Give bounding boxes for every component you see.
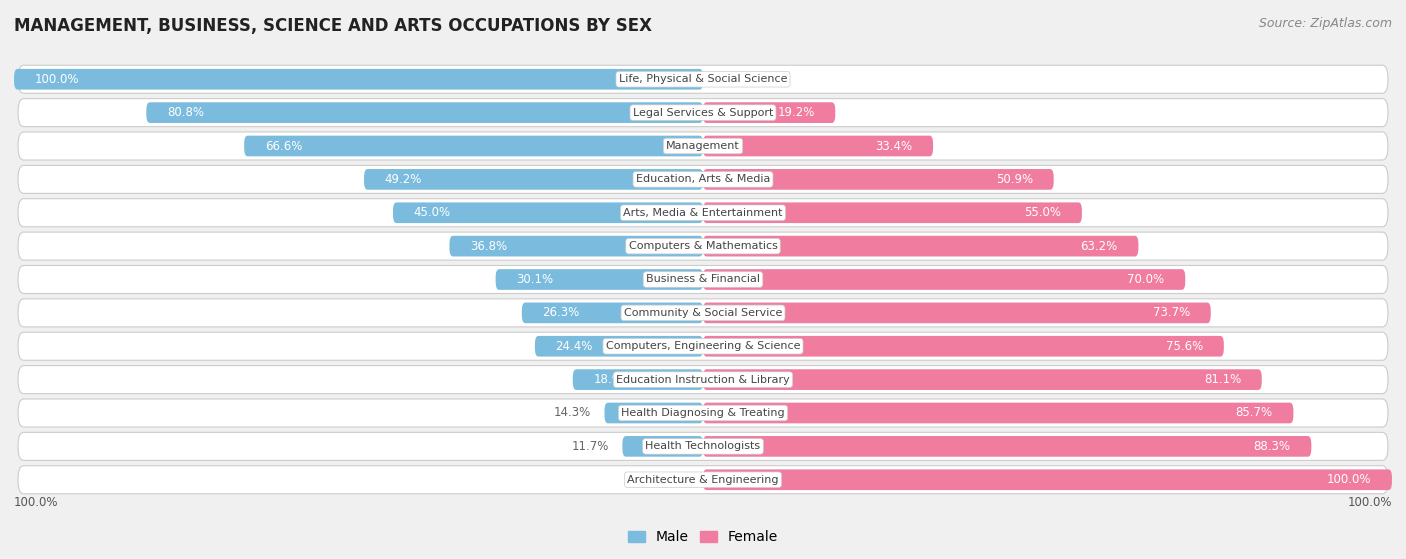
Text: 85.7%: 85.7% [1236, 406, 1272, 419]
FancyBboxPatch shape [245, 136, 703, 157]
Text: 55.0%: 55.0% [1024, 206, 1062, 219]
Text: 66.6%: 66.6% [264, 140, 302, 153]
Text: 50.9%: 50.9% [995, 173, 1033, 186]
Legend: Male, Female: Male, Female [623, 525, 783, 550]
Text: 0.0%: 0.0% [659, 473, 689, 486]
FancyBboxPatch shape [703, 136, 934, 157]
FancyBboxPatch shape [496, 269, 703, 290]
FancyBboxPatch shape [18, 199, 1388, 227]
Text: 88.3%: 88.3% [1254, 440, 1291, 453]
Text: 100.0%: 100.0% [14, 496, 59, 509]
FancyBboxPatch shape [146, 102, 703, 123]
FancyBboxPatch shape [534, 336, 703, 357]
FancyBboxPatch shape [703, 269, 1185, 290]
FancyBboxPatch shape [364, 169, 703, 190]
FancyBboxPatch shape [605, 402, 703, 423]
FancyBboxPatch shape [18, 299, 1388, 327]
Text: Education, Arts & Media: Education, Arts & Media [636, 174, 770, 184]
Text: Health Technologists: Health Technologists [645, 442, 761, 451]
Text: Computers, Engineering & Science: Computers, Engineering & Science [606, 341, 800, 351]
Text: 24.4%: 24.4% [555, 340, 593, 353]
FancyBboxPatch shape [14, 69, 703, 89]
Text: 70.0%: 70.0% [1128, 273, 1164, 286]
Text: Health Diagnosing & Treating: Health Diagnosing & Treating [621, 408, 785, 418]
Text: Arts, Media & Entertainment: Arts, Media & Entertainment [623, 208, 783, 218]
FancyBboxPatch shape [18, 466, 1388, 494]
Text: Computers & Mathematics: Computers & Mathematics [628, 241, 778, 251]
FancyBboxPatch shape [18, 98, 1388, 127]
Text: 81.1%: 81.1% [1204, 373, 1241, 386]
Text: 19.2%: 19.2% [778, 106, 814, 119]
Text: 0.0%: 0.0% [717, 73, 747, 86]
Text: 63.2%: 63.2% [1080, 240, 1118, 253]
Text: Business & Financial: Business & Financial [645, 274, 761, 285]
FancyBboxPatch shape [623, 436, 703, 457]
Text: MANAGEMENT, BUSINESS, SCIENCE AND ARTS OCCUPATIONS BY SEX: MANAGEMENT, BUSINESS, SCIENCE AND ARTS O… [14, 17, 652, 35]
FancyBboxPatch shape [18, 332, 1388, 360]
Text: 45.0%: 45.0% [413, 206, 451, 219]
Text: 49.2%: 49.2% [385, 173, 422, 186]
Text: Source: ZipAtlas.com: Source: ZipAtlas.com [1258, 17, 1392, 30]
Text: 11.7%: 11.7% [571, 440, 609, 453]
Text: 75.6%: 75.6% [1166, 340, 1204, 353]
FancyBboxPatch shape [18, 366, 1388, 394]
FancyBboxPatch shape [18, 399, 1388, 427]
FancyBboxPatch shape [18, 65, 1388, 93]
Text: 80.8%: 80.8% [167, 106, 204, 119]
FancyBboxPatch shape [703, 402, 1294, 423]
FancyBboxPatch shape [18, 165, 1388, 193]
FancyBboxPatch shape [450, 236, 703, 257]
Text: 30.1%: 30.1% [516, 273, 554, 286]
FancyBboxPatch shape [703, 369, 1261, 390]
Text: 26.3%: 26.3% [543, 306, 579, 319]
FancyBboxPatch shape [703, 236, 1139, 257]
Text: 100.0%: 100.0% [35, 73, 79, 86]
Text: 73.7%: 73.7% [1153, 306, 1189, 319]
FancyBboxPatch shape [703, 202, 1083, 223]
FancyBboxPatch shape [18, 132, 1388, 160]
FancyBboxPatch shape [18, 432, 1388, 461]
FancyBboxPatch shape [703, 436, 1312, 457]
Text: Architecture & Engineering: Architecture & Engineering [627, 475, 779, 485]
Text: 33.4%: 33.4% [876, 140, 912, 153]
Text: 14.3%: 14.3% [554, 406, 591, 419]
Text: 100.0%: 100.0% [1347, 496, 1392, 509]
Text: Education Instruction & Library: Education Instruction & Library [616, 375, 790, 385]
FancyBboxPatch shape [703, 336, 1223, 357]
FancyBboxPatch shape [703, 470, 1392, 490]
FancyBboxPatch shape [703, 169, 1053, 190]
FancyBboxPatch shape [522, 302, 703, 323]
Text: 18.9%: 18.9% [593, 373, 631, 386]
Text: Community & Social Service: Community & Social Service [624, 308, 782, 318]
FancyBboxPatch shape [703, 102, 835, 123]
Text: Legal Services & Support: Legal Services & Support [633, 108, 773, 117]
FancyBboxPatch shape [18, 232, 1388, 260]
Text: Life, Physical & Social Science: Life, Physical & Social Science [619, 74, 787, 84]
Text: 100.0%: 100.0% [1327, 473, 1371, 486]
FancyBboxPatch shape [572, 369, 703, 390]
FancyBboxPatch shape [703, 302, 1211, 323]
Text: Management: Management [666, 141, 740, 151]
FancyBboxPatch shape [18, 266, 1388, 293]
FancyBboxPatch shape [394, 202, 703, 223]
Text: 36.8%: 36.8% [470, 240, 508, 253]
